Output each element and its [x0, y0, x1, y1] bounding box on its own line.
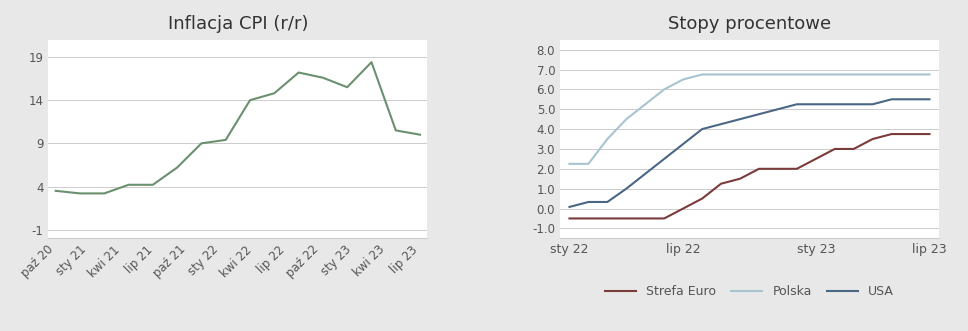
- Title: Stopy procentowe: Stopy procentowe: [668, 15, 832, 33]
- Title: Inflacja CPI (r/r): Inflacja CPI (r/r): [167, 15, 308, 33]
- Legend: Strefa Euro, Polska, USA: Strefa Euro, Polska, USA: [600, 280, 899, 303]
- Legend: Polska: Polska: [196, 328, 280, 331]
